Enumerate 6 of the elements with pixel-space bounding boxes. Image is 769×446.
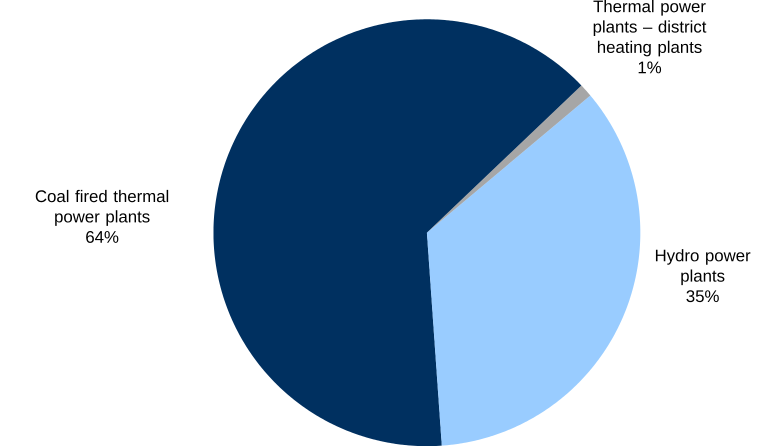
slice-label: Hydro power plants [656, 249, 750, 286]
slice-label: Coal fired thermal power plants [36, 190, 168, 226]
data-label: 1% [638, 61, 662, 74]
data-label: 35% [686, 290, 719, 302]
slice-label: Thermal power plants – district heating plants [593, 0, 706, 56]
data-label: 64% [86, 230, 118, 243]
